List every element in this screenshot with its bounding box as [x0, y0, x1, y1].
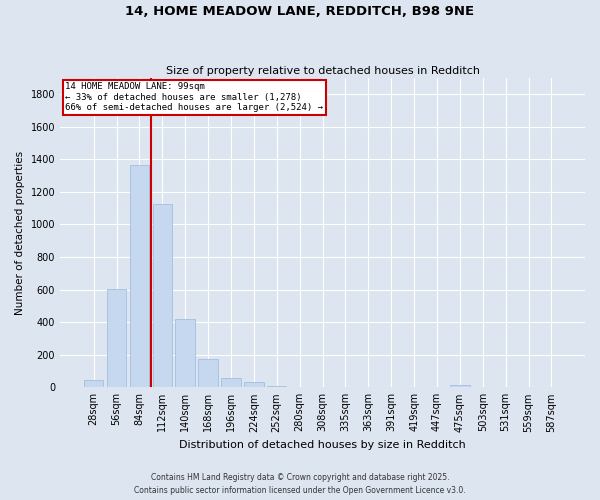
Bar: [267, 386, 286, 388]
Text: 14 HOME MEADOW LANE: 99sqm
← 33% of detached houses are smaller (1,278)
66% of s: 14 HOME MEADOW LANE: 99sqm ← 33% of deta…: [65, 82, 323, 112]
Bar: [175, 319, 195, 388]
Bar: [107, 288, 126, 388]
Text: 14, HOME MEADOW LANE, REDDITCH, B98 9NE: 14, HOME MEADOW LANE, REDDITCH, B98 9NE: [125, 5, 475, 18]
Bar: [244, 382, 263, 388]
Bar: [130, 165, 149, 388]
Title: Size of property relative to detached houses in Redditch: Size of property relative to detached ho…: [166, 66, 479, 76]
X-axis label: Distribution of detached houses by size in Redditch: Distribution of detached houses by size …: [179, 440, 466, 450]
Bar: [450, 385, 470, 388]
Bar: [199, 359, 218, 388]
Bar: [221, 378, 241, 388]
Bar: [152, 204, 172, 388]
Text: Contains HM Land Registry data © Crown copyright and database right 2025.
Contai: Contains HM Land Registry data © Crown c…: [134, 474, 466, 495]
Bar: [84, 380, 103, 388]
Y-axis label: Number of detached properties: Number of detached properties: [15, 150, 25, 314]
